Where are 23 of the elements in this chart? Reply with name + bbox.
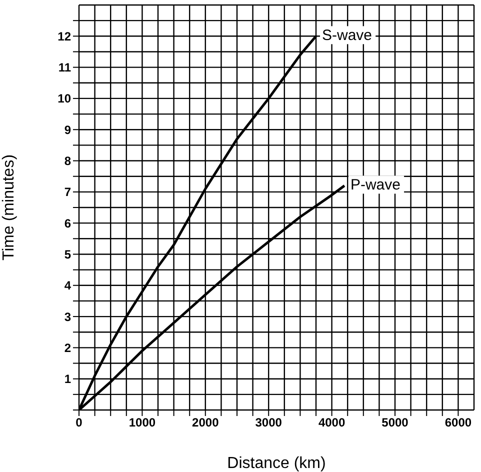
y-tick-label: 6 xyxy=(64,216,72,230)
y-tick-label: 8 xyxy=(64,154,72,168)
y-tick-label: 7 xyxy=(64,185,72,200)
y-tick-label: 10 xyxy=(58,92,72,106)
x-tick-label: 5000 xyxy=(382,416,409,430)
y-tick-label: 2 xyxy=(64,340,72,355)
y-tick-label: 12 xyxy=(58,29,72,44)
series-label: P-wave xyxy=(350,176,400,194)
y-axis-title: Time (minutes) xyxy=(0,154,18,261)
x-tick-label: 4000 xyxy=(318,416,346,430)
y-tick-label: 5 xyxy=(64,247,72,262)
series-label: S-wave xyxy=(322,27,372,44)
y-tick-label: 3 xyxy=(64,310,72,324)
x-tick-label: 6000 xyxy=(444,416,472,430)
x-tick-label: 1000 xyxy=(128,416,156,430)
y-tick-label: 4 xyxy=(64,278,72,293)
x-tick-label: 0 xyxy=(76,416,83,430)
x-tick-label: 2000 xyxy=(192,416,220,430)
y-tick-label: 9 xyxy=(64,122,72,137)
x-tick-label: 3000 xyxy=(255,416,282,430)
y-tick-label: 1 xyxy=(64,372,72,386)
x-axis-title: Distance (km) xyxy=(227,455,326,472)
y-tick-label: 11 xyxy=(58,60,72,75)
